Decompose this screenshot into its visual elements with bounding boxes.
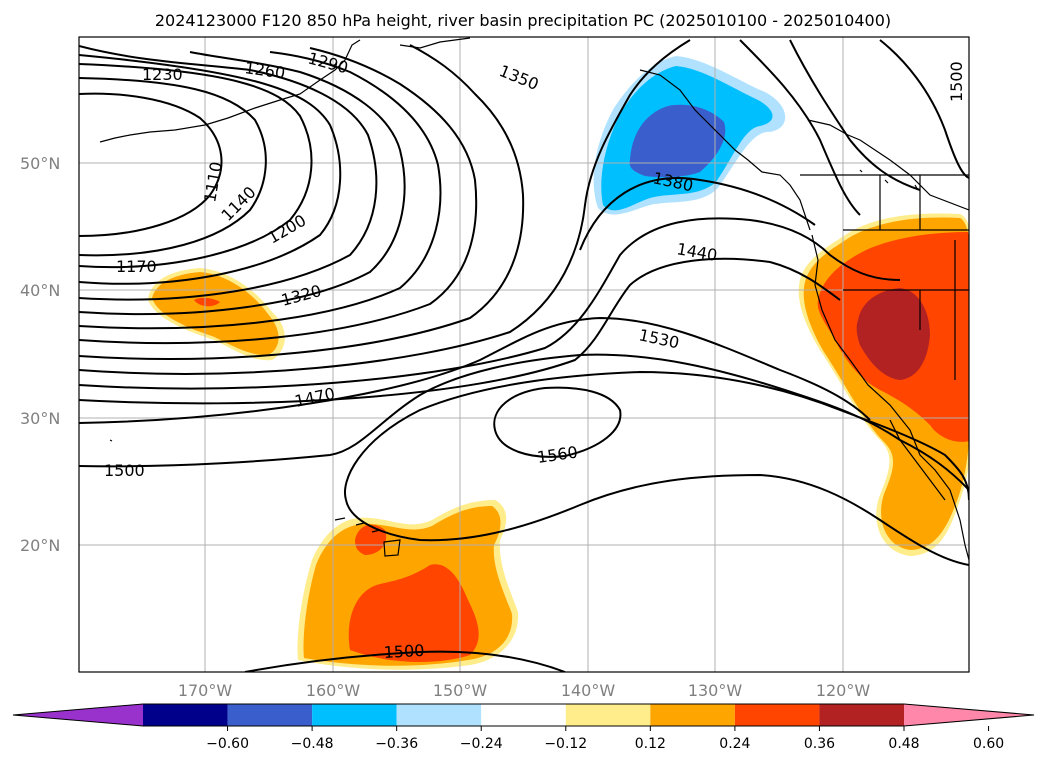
contour-label: 1500 bbox=[104, 461, 145, 480]
lon-label-130w: 130°W bbox=[688, 681, 743, 700]
hawaii-islands bbox=[334, 517, 401, 557]
precip-positive-westcoast bbox=[798, 213, 969, 556]
contour-1530 bbox=[344, 370, 969, 501]
colorbar-segment bbox=[565, 704, 651, 726]
coastline-alaska-southeast bbox=[399, 37, 471, 49]
colorbar-segment bbox=[819, 704, 904, 726]
contour-1530-lower bbox=[345, 473, 969, 566]
lat-label-50: 50°N bbox=[20, 154, 60, 173]
colorbar-tick-label: −0.24 bbox=[460, 736, 503, 752]
colorbar-tick-label: 0.60 bbox=[973, 736, 1004, 752]
colorbar-tick-label: 0.48 bbox=[888, 736, 919, 752]
colorbar-segment bbox=[734, 704, 820, 726]
precip-orange-pacific-north bbox=[152, 272, 279, 356]
contour-label: 1230 bbox=[142, 65, 183, 84]
lat-label-20: 20°N bbox=[20, 536, 60, 555]
colorbar-outline bbox=[12, 703, 1035, 727]
contour-1110 bbox=[79, 92, 223, 237]
height-contours bbox=[79, 39, 969, 672]
lon-label-140w: 140°W bbox=[561, 681, 616, 700]
precip-negative-anomaly bbox=[593, 56, 786, 215]
coastline-bc bbox=[639, 69, 811, 231]
contour-1500-bottom bbox=[244, 650, 566, 672]
colorbar-tick-label: 0.12 bbox=[635, 736, 666, 752]
contour-1470 bbox=[79, 316, 871, 424]
contour-1500 bbox=[79, 353, 969, 491]
colorbar-segment bbox=[227, 704, 313, 726]
contour-1410 bbox=[79, 217, 901, 390]
contour-1560 bbox=[493, 386, 622, 458]
coastline-alaska-aleutians bbox=[99, 39, 361, 143]
contour-1350 bbox=[79, 44, 525, 360]
colorbar-segment bbox=[312, 704, 397, 726]
lon-label-120w: 120°W bbox=[816, 681, 871, 700]
precip-red-spot bbox=[194, 297, 220, 307]
coastline-westcoast bbox=[811, 234, 969, 561]
contour-1380 bbox=[79, 39, 691, 375]
contour-1440 bbox=[79, 257, 841, 405]
map-panel: 1230 1260 1290 1350 1110 1140 1200 1170 … bbox=[78, 36, 970, 673]
colorbar-tick-label: 0.24 bbox=[719, 736, 750, 752]
contour-1410-east bbox=[739, 39, 861, 216]
lon-label-160w: 160°W bbox=[306, 681, 361, 700]
contour-1290 bbox=[79, 51, 442, 330]
colorbar-extension-low bbox=[13, 704, 143, 726]
contour-1320 bbox=[79, 47, 478, 345]
map-title: 2024123000 F120 850 hPa height, river ba… bbox=[155, 11, 891, 30]
lon-label-150w: 150°W bbox=[433, 681, 488, 700]
lon-label-170w: 170°W bbox=[178, 681, 233, 700]
contour-1380b bbox=[579, 177, 816, 251]
contour-1200 bbox=[79, 54, 342, 285]
colorbar-tick-label: −0.60 bbox=[206, 736, 249, 752]
colorbar-tick-label: −0.36 bbox=[375, 736, 418, 752]
contour-label: 1170 bbox=[116, 257, 157, 276]
coastline-baja bbox=[889, 419, 946, 501]
colorbar: −0.60 −0.48 −0.36 −0.24 −0.12 0.12 0.24 0.36 0.4… bbox=[12, 703, 1035, 752]
contour-1500-east bbox=[879, 39, 969, 179]
lat-label-40: 40°N bbox=[20, 281, 60, 300]
border-states bbox=[843, 175, 969, 380]
contour-1230 bbox=[79, 45, 378, 301]
colorbar-segment bbox=[143, 704, 228, 726]
colorbar-segment bbox=[396, 704, 482, 726]
contour-1260 bbox=[79, 51, 406, 316]
precip-red-hawaii bbox=[348, 564, 479, 662]
colorbar-segment bbox=[650, 704, 735, 726]
contour-1140 bbox=[79, 77, 267, 257]
contour-label: 1500 bbox=[947, 61, 966, 102]
contour-1170 bbox=[79, 63, 313, 269]
precip-red-hawaii-north bbox=[355, 524, 387, 555]
colorbar-tick-label: −0.12 bbox=[544, 736, 587, 752]
colorbar-extension-high bbox=[904, 704, 1034, 726]
coastline-canada-interior bbox=[807, 119, 969, 211]
colorbar-tick-label: 0.36 bbox=[804, 736, 835, 752]
colorbar-tick-label: −0.48 bbox=[291, 736, 334, 752]
colorbar-segment bbox=[481, 704, 566, 726]
contour-1440-east bbox=[789, 39, 921, 191]
lat-label-30: 30°N bbox=[20, 409, 60, 428]
map-frame bbox=[78, 36, 970, 673]
contour-label: 1500 bbox=[383, 641, 425, 662]
precip-darkred-westcoast bbox=[856, 288, 930, 380]
longitude-labels: 170°W 160°W 150°W 140°W 130°W 120°W bbox=[178, 681, 871, 700]
latitude-labels: 50°N 40°N 30°N 20°N bbox=[20, 154, 60, 555]
precip-dark-blue bbox=[629, 104, 726, 178]
